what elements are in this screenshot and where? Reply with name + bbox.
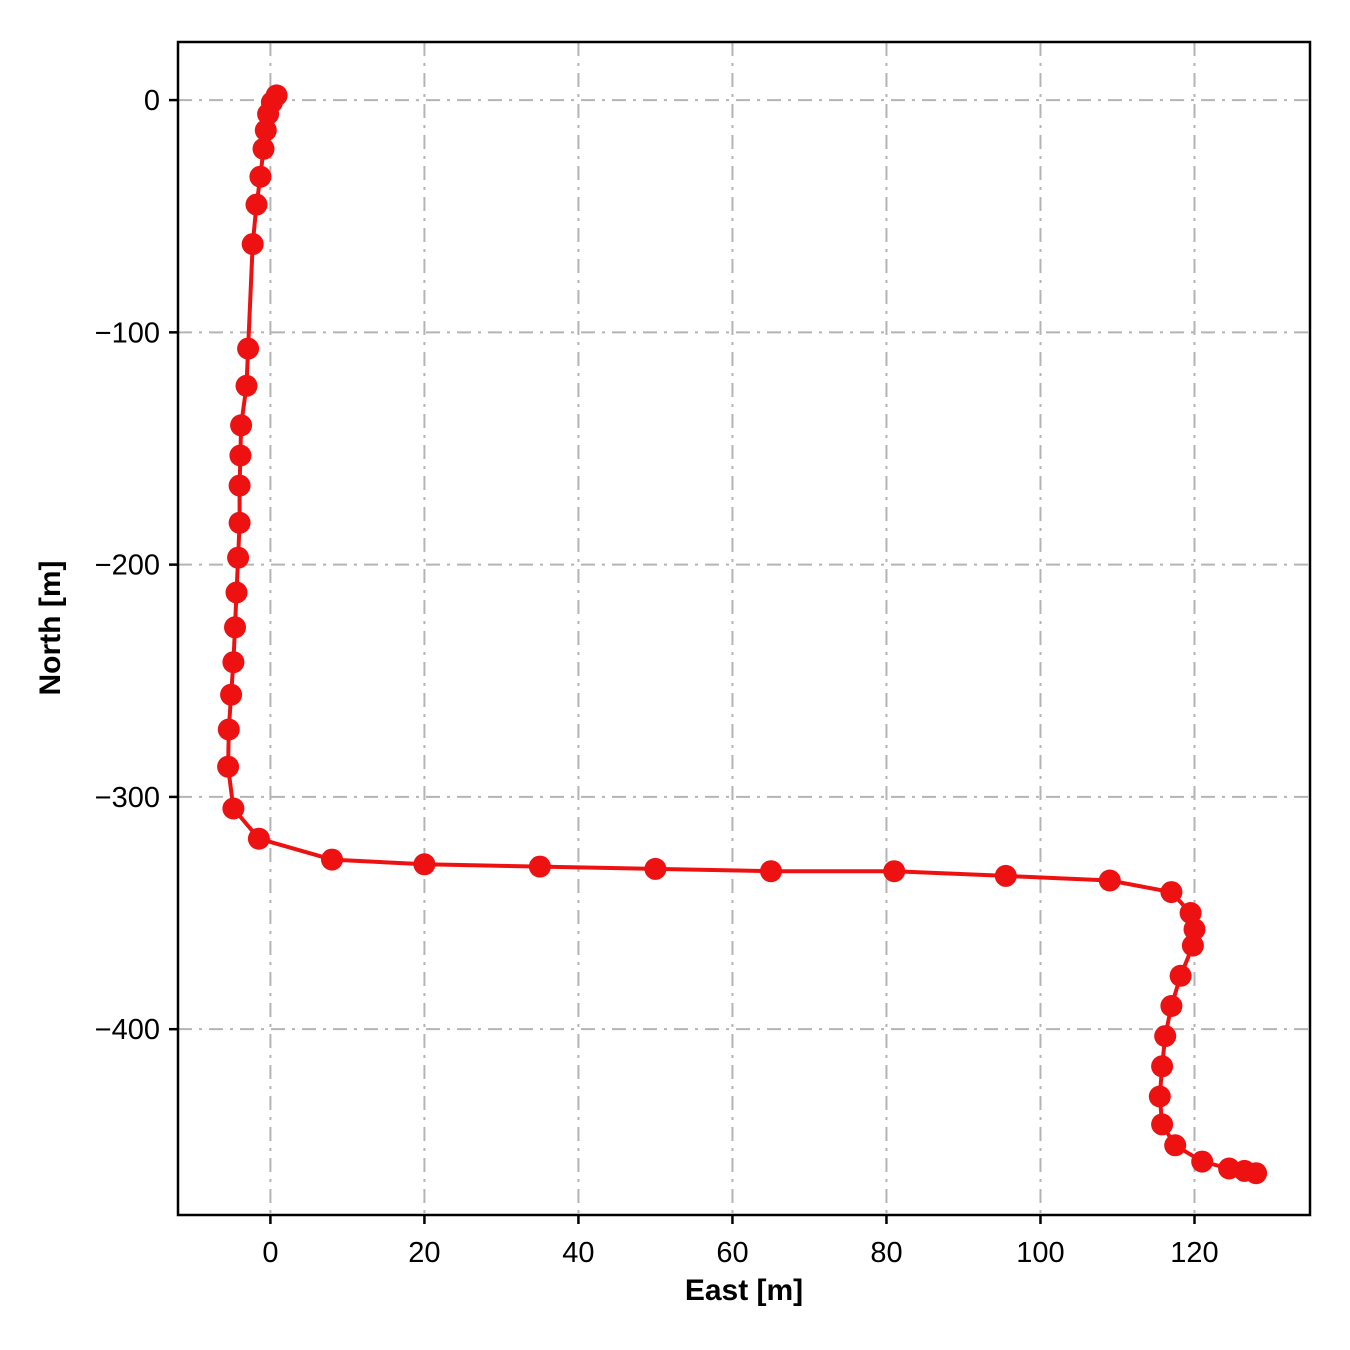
data-point-marker xyxy=(252,137,275,160)
y-axis-label: North [m] xyxy=(34,561,67,696)
data-series-trajectory xyxy=(217,84,1268,1185)
data-point-marker xyxy=(257,103,280,125)
data-point-marker xyxy=(254,119,277,142)
data-point-marker xyxy=(222,651,245,674)
data-point-marker xyxy=(1151,1113,1174,1136)
trajectory-line xyxy=(226,93,1259,1176)
data-point-marker xyxy=(1160,881,1183,904)
data-point-marker xyxy=(413,853,436,876)
data-point-marker xyxy=(241,233,264,256)
data-point-marker xyxy=(1169,964,1192,987)
data-point-marker xyxy=(1183,918,1206,941)
x-tick-label: 0 xyxy=(262,1237,278,1269)
x-tick-label: 100 xyxy=(1016,1237,1064,1269)
axes-layer: 0 20 40 60 80 100 120 0 −100 −200 −300 −400 xyxy=(95,40,1312,1269)
data-point-marker xyxy=(994,864,1017,887)
data-point-marker xyxy=(245,193,268,216)
x-tick-label: 20 xyxy=(408,1237,440,1269)
data-point-marker xyxy=(1164,1134,1187,1157)
data-point-marker xyxy=(247,827,270,850)
data-point-marker xyxy=(1151,1055,1174,1078)
data-point-marker xyxy=(644,857,667,880)
data-point-marker xyxy=(1245,1162,1268,1185)
grid-layer xyxy=(178,42,1310,1215)
data-point-marker xyxy=(1160,995,1183,1017)
data-point-marker xyxy=(1148,1085,1171,1108)
x-tick-label: 60 xyxy=(716,1237,748,1269)
data-point-marker xyxy=(230,414,253,437)
data-point-marker xyxy=(883,860,906,883)
data-point-marker xyxy=(227,546,250,569)
data-point-marker xyxy=(1191,1150,1214,1173)
data-point-marker xyxy=(225,581,248,604)
data-point-marker xyxy=(1098,869,1121,892)
data-point-marker xyxy=(237,337,260,360)
data-point-marker xyxy=(235,374,258,397)
data-point-marker xyxy=(217,718,240,741)
data-point-marker xyxy=(249,165,272,188)
y-tick-label: −300 xyxy=(95,782,160,814)
data-point-marker xyxy=(220,683,243,706)
data-point-marker xyxy=(217,755,240,778)
data-point-marker xyxy=(224,616,246,639)
data-point-marker xyxy=(1154,1025,1177,1048)
data-point-marker xyxy=(222,797,245,820)
plot-border xyxy=(176,40,1312,1217)
data-point-marker xyxy=(760,860,782,883)
data-point-marker xyxy=(321,848,343,871)
data-point-marker xyxy=(228,474,251,497)
data-point-marker xyxy=(1181,934,1204,957)
data-point-marker xyxy=(528,855,551,878)
x-tick-label: 40 xyxy=(562,1237,594,1269)
y-tick-label: 0 xyxy=(144,85,160,117)
y-tick-label: −200 xyxy=(95,550,160,582)
data-point-marker xyxy=(229,444,252,467)
x-tick-label: 120 xyxy=(1170,1237,1218,1269)
y-tick-label: −400 xyxy=(95,1014,160,1046)
data-point-marker xyxy=(228,511,251,534)
x-tick-label: 80 xyxy=(870,1237,902,1269)
y-tick-label: −100 xyxy=(95,317,160,349)
x-axis-label: East [m] xyxy=(685,1274,803,1307)
